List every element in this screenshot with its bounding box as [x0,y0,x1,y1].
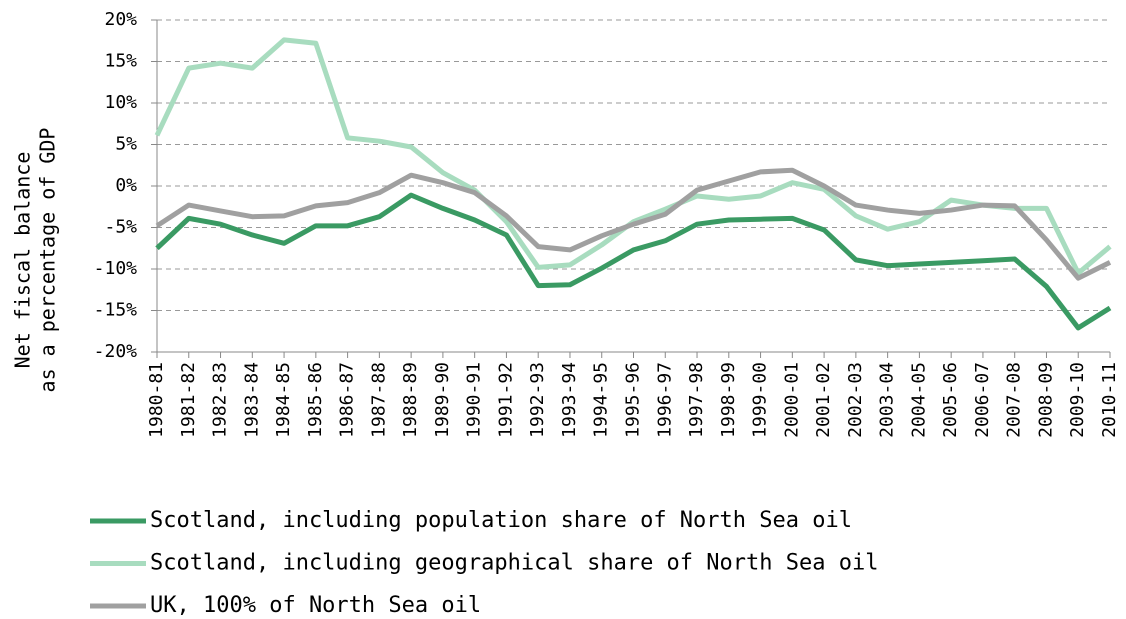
x-tick-label: 1985-86 [305,362,326,438]
y-tick-label: -5% [104,217,137,238]
x-tick-label: 1987-88 [368,362,389,438]
x-tick-label: 1982-83 [210,362,231,438]
x-tick-label: 1994-95 [591,362,612,438]
y-tick-label: -10% [94,258,138,279]
series-line [155,167,1112,281]
y-tick-label: 5% [115,134,137,155]
x-tick-label: 1981-82 [178,362,199,438]
x-tick-label: 2004-05 [908,362,929,438]
x-tick-label: 1998-99 [718,362,739,438]
y-tick-label: 20% [104,9,137,30]
x-tick-label: 1990-91 [464,362,485,438]
legend-label: Scotland, including population share of … [150,508,852,533]
x-tick-label: 1996-97 [654,362,675,438]
y-tick-label: -15% [94,300,138,321]
x-tick-label: 2003-04 [877,362,898,438]
x-tick-label: 2006-07 [972,362,993,438]
x-tick-label: 1988-89 [400,362,421,438]
x-tick-label: 1980-81 [146,362,167,438]
x-tick-label: 1991-92 [495,362,516,438]
y-tick-label: 10% [104,92,137,113]
x-tick-label: 2008-09 [1035,362,1056,438]
y-tick-label: 15% [104,51,137,72]
legend-label: UK, 100% of North Sea oil [150,593,481,618]
x-tick-label: 1999-00 [750,362,771,438]
y-axis-label: as a percentage of GDP [36,128,60,393]
x-tick-label: 2005-06 [940,362,961,438]
x-tick-label: 1997-98 [686,362,707,438]
y-tick-label: -20% [94,341,138,362]
x-tick-label: 2001-02 [813,362,834,438]
x-tick-label: 2009-10 [1067,362,1088,438]
x-tick-label: 2007-08 [1004,362,1025,438]
series-line [155,192,1112,331]
x-tick-label: 1992-93 [527,362,548,438]
x-tick-label: 1993-94 [559,362,580,438]
x-tick-label: 1984-85 [273,362,294,438]
series-line [154,37,1112,276]
x-tick-label: 2010-11 [1099,362,1120,438]
x-tick-label: 1986-87 [337,362,358,438]
x-tick-label: 1989-90 [432,362,453,438]
y-axis-label: Net fiscal balance [11,152,35,369]
x-tick-label: 2000-01 [781,362,802,438]
x-tick-label: 1983-84 [241,362,262,438]
y-tick-label: 0% [115,175,137,196]
x-tick-label: 2002-03 [845,362,866,438]
legend-label: Scotland, including geographical share o… [150,551,878,576]
x-tick-label: 1995-96 [623,362,644,438]
